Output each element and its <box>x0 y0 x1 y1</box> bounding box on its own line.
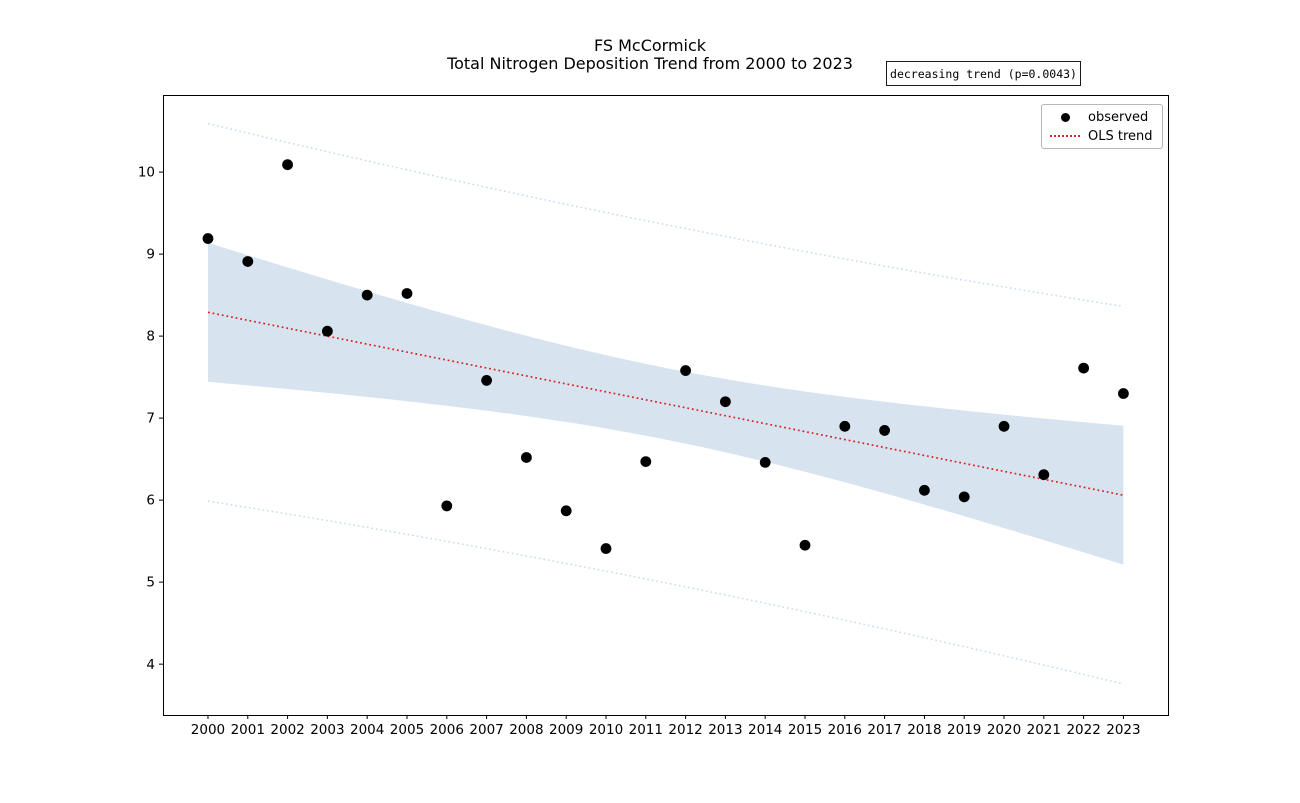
legend-label-ols-trend: OLS trend <box>1088 128 1153 144</box>
ols-trend-line-icon <box>1050 135 1080 137</box>
x-tick-label: 2007 <box>469 722 503 738</box>
y-tick-label: 8 <box>146 329 155 345</box>
legend-entry-observed: observed <box>1048 108 1154 126</box>
data-point <box>202 233 214 244</box>
data-point <box>600 543 612 554</box>
observed-marker-swatch <box>1048 112 1082 122</box>
data-point <box>998 420 1010 432</box>
y-tick-label: 4 <box>146 657 155 673</box>
x-tick-label: 2022 <box>1066 722 1100 738</box>
x-tick-label: 2014 <box>748 722 782 738</box>
observed-dot-icon <box>1060 112 1070 122</box>
x-tick-label: 2021 <box>1027 722 1061 738</box>
x-tick-label: 2008 <box>509 722 543 738</box>
title-line-1: FS McCormick <box>593 36 707 55</box>
ols-trend-line <box>207 311 1124 497</box>
y-tick-label: 9 <box>146 247 155 263</box>
x-tick-label: 2009 <box>549 722 583 738</box>
x-tick-label: 2005 <box>390 722 424 738</box>
y-tick-label: 6 <box>146 493 155 509</box>
x-tick-label: 2012 <box>668 722 702 738</box>
data-point <box>441 500 453 512</box>
x-tick-label: 2003 <box>310 722 344 738</box>
data-point <box>1118 388 1129 399</box>
data-point <box>520 452 532 463</box>
x-tick-label: 2000 <box>191 722 225 738</box>
data-point <box>361 289 373 301</box>
x-tick-label: 2017 <box>867 722 901 738</box>
trend-annotation-text: decreasing trend (p=0.0043) <box>890 66 1077 81</box>
data-point <box>958 491 970 503</box>
data-point <box>242 256 254 267</box>
x-tick-label: 2019 <box>947 722 981 738</box>
data-point <box>1038 469 1050 481</box>
chart-title: FS McCormick Total Nitrogen Deposition T… <box>0 37 1300 73</box>
x-tick-label: 2016 <box>828 722 862 738</box>
data-point <box>321 325 333 337</box>
data-point <box>401 288 413 299</box>
ols-trend-marker-swatch <box>1048 135 1082 137</box>
x-tick-label: 2002 <box>270 722 304 738</box>
data-point <box>759 457 771 468</box>
x-tick-label: 2013 <box>708 722 742 738</box>
x-tick-label: 2015 <box>788 722 822 738</box>
title-line-2: Total Nitrogen Deposition Trend from 200… <box>447 54 853 73</box>
data-point <box>1078 362 1090 374</box>
x-tick-label: 2001 <box>231 722 265 738</box>
data-point <box>640 456 652 467</box>
data-point <box>560 505 572 517</box>
legend-label-observed: observed <box>1088 109 1149 125</box>
prediction-interval-lower-line <box>207 500 1124 685</box>
data-point <box>879 425 891 436</box>
data-point <box>481 375 492 386</box>
y-tick-label: 10 <box>138 165 155 181</box>
x-tick-label: 2004 <box>350 722 384 738</box>
y-tick-label: 7 <box>146 411 155 427</box>
x-tick-label: 2011 <box>629 722 663 738</box>
data-point <box>720 396 731 408</box>
y-tick-label: 5 <box>146 575 155 591</box>
x-tick-label: 2018 <box>907 722 941 738</box>
prediction-interval-upper-line <box>207 122 1124 308</box>
data-point <box>839 420 851 432</box>
data-point <box>799 539 811 551</box>
trend-annotation-box: decreasing trend (p=0.0043) <box>886 61 1081 86</box>
x-tick-label: 2023 <box>1106 722 1140 738</box>
legend: observed OLS trend <box>1041 104 1163 149</box>
data-point <box>680 365 691 376</box>
x-tick-label: 2020 <box>987 722 1021 738</box>
x-tick-label: 2006 <box>430 722 464 738</box>
axes-spines <box>163 95 1169 716</box>
legend-entry-ols-trend: OLS trend <box>1048 127 1154 145</box>
data-point <box>282 159 293 171</box>
x-tick-label: 2010 <box>589 722 623 738</box>
data-point <box>919 484 930 496</box>
